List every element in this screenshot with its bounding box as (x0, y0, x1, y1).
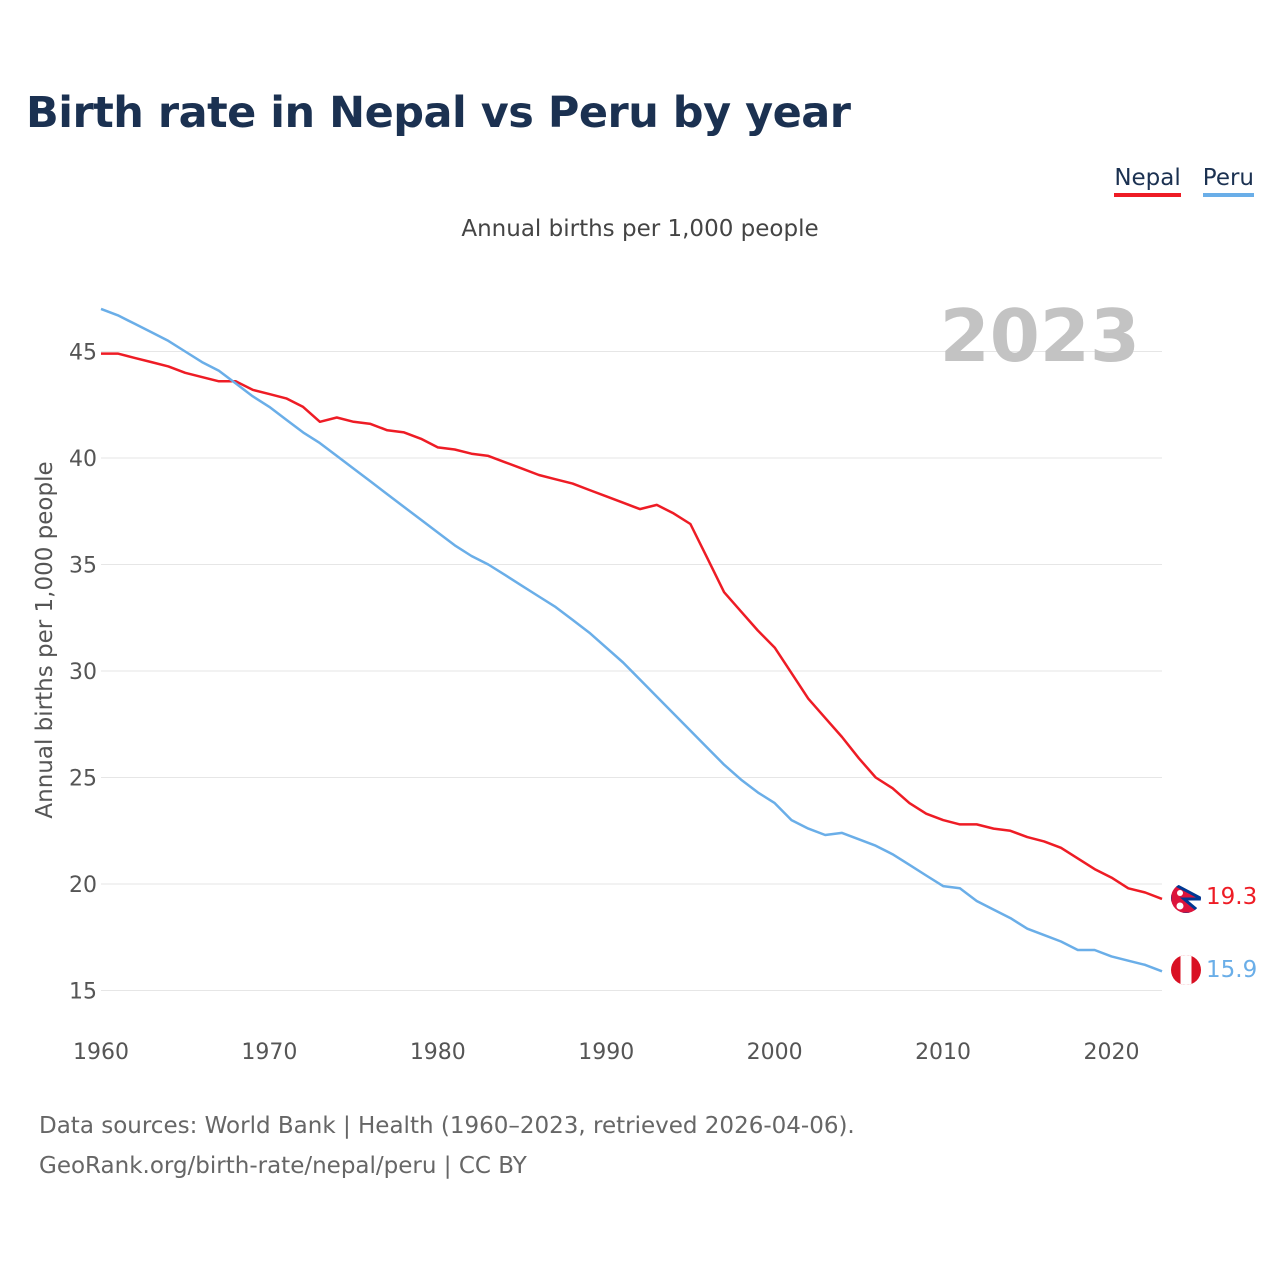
flag-peru-icon (1171, 955, 1201, 985)
y-tick-25: 25 (69, 767, 97, 792)
source-note: Data sources: World Bank | Health (1960–… (39, 1113, 855, 1139)
series-line-nepal (101, 352, 1163, 901)
x-tick-2020: 2020 (1083, 1040, 1139, 1065)
series-line-peru (100, 307, 1163, 973)
y-tick-35: 35 (69, 554, 97, 579)
footer: Data sources: World Bank | Health (1960–… (39, 1106, 855, 1186)
chart-subtitle: Annual births per 1,000 people (461, 216, 819, 242)
y-tick-30: 30 (69, 660, 97, 685)
y-axis-ticks: 15 20 25 30 35 40 45 (69, 341, 97, 1005)
series-lines (100, 307, 1163, 973)
year-watermark: 2023 (940, 294, 1140, 378)
end-label-peru: 15.9 (1206, 957, 1257, 983)
legend-item-peru[interactable]: Peru (1202, 165, 1254, 197)
y-tick-40: 40 (69, 447, 97, 472)
x-tick-1960: 1960 (73, 1040, 129, 1065)
x-axis-ticks: 1960 1970 1980 1990 2000 2010 2020 (73, 1040, 1139, 1065)
flag-nepal-icon (1171, 883, 1201, 913)
y-axis-label: Annual births per 1,000 people (32, 461, 58, 818)
x-tick-2000: 2000 (747, 1040, 803, 1065)
x-tick-1990: 1990 (578, 1040, 634, 1065)
legend-item-nepal[interactable]: Nepal (1114, 165, 1181, 197)
y-tick-20: 20 (69, 873, 97, 898)
y-tick-15: 15 (69, 980, 97, 1005)
source-link[interactable]: GeoRank.org/birth-rate/nepal/peru | CC B… (39, 1153, 527, 1179)
line-chart: 15 20 25 30 35 40 45 1960 1970 1980 1990 2000 2010 2… (32, 294, 1257, 1065)
x-tick-1980: 1980 (410, 1040, 466, 1065)
chart-title: Birth rate in Nepal vs Peru by year (26, 88, 851, 138)
legend: Nepal Peru (1114, 165, 1254, 197)
x-tick-2010: 2010 (915, 1040, 971, 1065)
x-tick-1970: 1970 (241, 1040, 297, 1065)
end-label-nepal: 19.3 (1206, 884, 1257, 910)
y-tick-45: 45 (69, 341, 97, 366)
